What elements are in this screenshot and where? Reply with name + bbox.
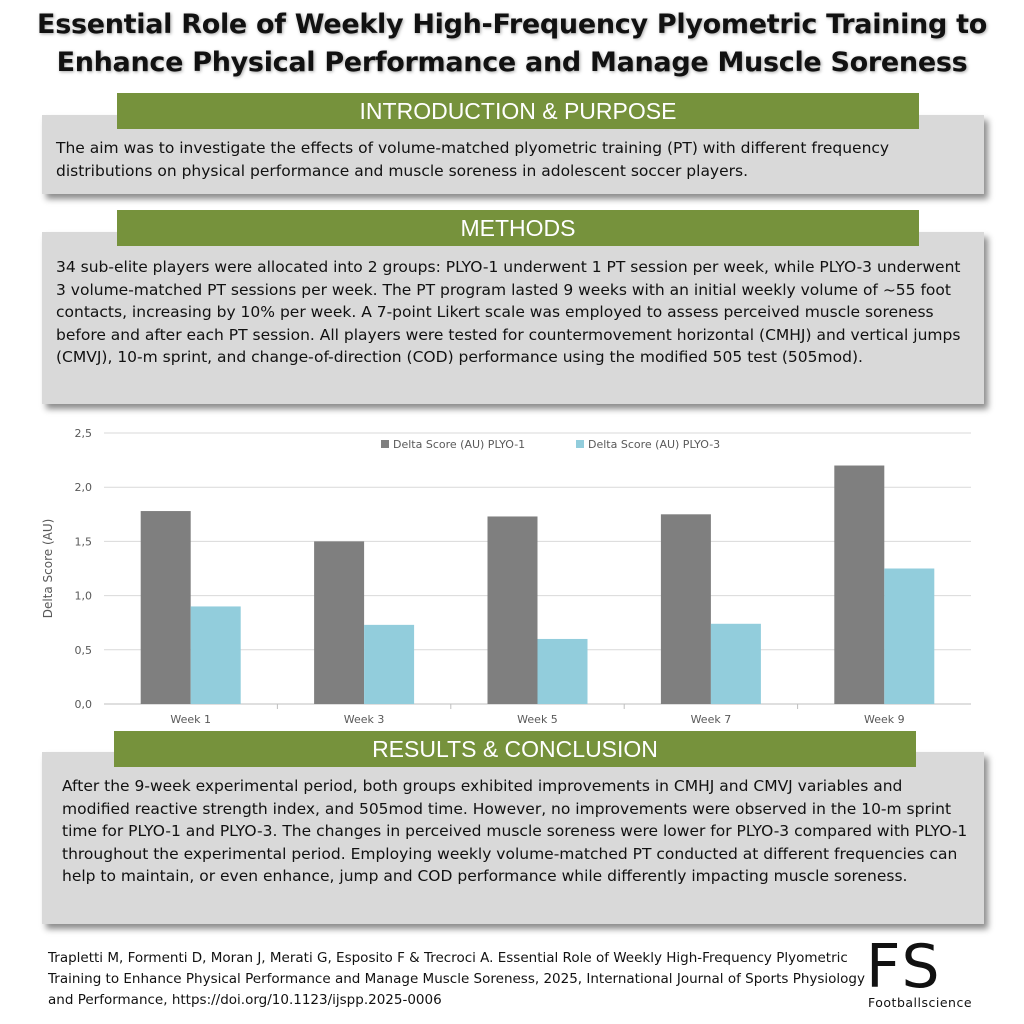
bar-plyo3 (537, 638, 588, 704)
title-line-1: Essential Role of Weekly High-Frequency … (37, 9, 987, 40)
y-tick-label: 2,5 (75, 427, 93, 440)
y-tick-label: 0,5 (75, 644, 93, 657)
y-tick-label: 1,5 (75, 535, 93, 548)
citation: Trapletti M, Formenti D, Moran J, Merati… (48, 950, 865, 1008)
delta-score-chart: 0,0 0,5 1,0 1,5 2,0 2,5 Delta Score (AU) Week 1… (36, 420, 1006, 730)
bar-plyo3 (190, 606, 241, 704)
logo-subtitle: Footballscience (868, 995, 973, 1010)
legend-label: Delta Score (AU) PLYO-1 (393, 438, 525, 451)
intro-text: The aim was to investigate the effects o… (56, 139, 890, 180)
x-tick-label: Week 7 (691, 713, 732, 726)
chart-svg: 0,0 0,5 1,0 1,5 2,0 2,5 Delta Score (AU) Week 1… (41, 427, 971, 726)
footballscience-logo: FS Footballscience (866, 937, 986, 1013)
methods-box: 34 sub-elite players were allocated into… (42, 232, 984, 404)
legend-swatch (381, 440, 389, 448)
bar-plyo1 (834, 465, 885, 704)
logo-letters: FS (866, 932, 942, 1002)
y-tick-label: 1,0 (75, 590, 93, 603)
methods-heading: METHODS (117, 210, 919, 246)
bar-plyo1 (314, 541, 365, 704)
x-tick-label: Week 5 (517, 713, 558, 726)
bar-plyo1 (140, 511, 191, 704)
poster-title: Essential Role of Weekly High-Frequency … (0, 6, 1024, 82)
bar-plyo1 (487, 516, 538, 704)
results-box: After the 9-week experimental period, bo… (42, 752, 984, 924)
intro-heading: INTRODUCTION & PURPOSE (117, 93, 919, 129)
x-tick-label: Week 3 (344, 713, 385, 726)
legend-swatch (576, 440, 584, 448)
bar-plyo3 (884, 568, 935, 704)
y-tick-label: 0,0 (75, 698, 93, 711)
x-tick-label: Week 1 (170, 713, 211, 726)
results-text: After the 9-week experimental period, bo… (62, 777, 968, 885)
methods-text: 34 sub-elite players were allocated into… (56, 258, 961, 366)
x-tick-label: Week 9 (864, 713, 905, 726)
results-heading: RESULTS & CONCLUSION (114, 731, 916, 767)
y-tick-label: 2,0 (75, 481, 93, 494)
title-line-2: Enhance Physical Performance and Manage … (56, 47, 968, 78)
bar-plyo3 (710, 623, 761, 704)
bar-plyo3 (364, 624, 415, 704)
y-axis-label: Delta Score (AU) (41, 519, 55, 619)
legend-label: Delta Score (AU) PLYO-3 (588, 438, 720, 451)
bar-plyo1 (660, 514, 711, 704)
